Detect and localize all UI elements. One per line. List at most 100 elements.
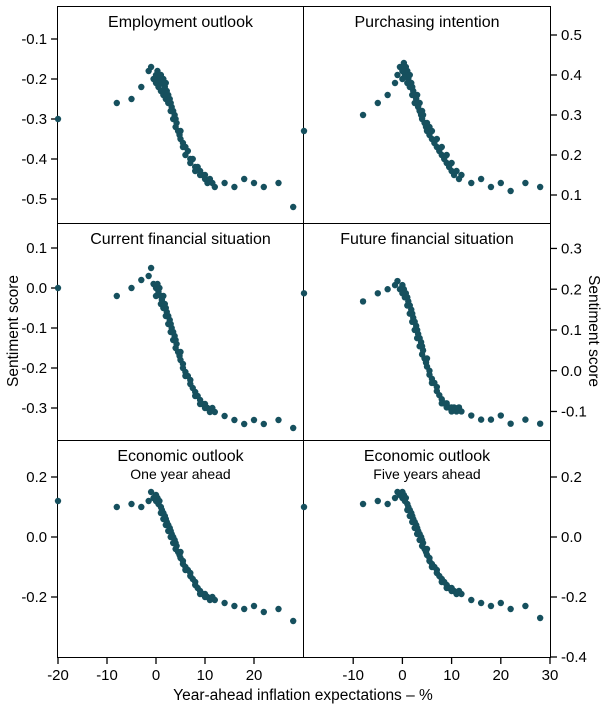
data-point [241,420,248,428]
y-axis-title-right: Sentiment score [585,275,602,387]
panel-current-financial-situation: 0.1 0.0 -0.1 -0.2 -0.3 Current financial sit… [21,224,304,441]
data-point [138,83,145,91]
scatter-plot-employment-outlook: -0.1 -0.2 -0.3 -0.4 -0.5 [21,31,297,211]
data-point [497,599,504,607]
y-tick-label: 0.3 [561,241,582,258]
data-point [147,264,155,272]
x-tick-label: 10 [443,667,460,684]
data-point [359,500,367,508]
data-point [522,602,529,610]
y-tick-label: -0.2 [21,589,47,606]
data-point [241,175,248,183]
data-point [497,179,504,187]
data-point [468,179,475,187]
data-point [384,286,391,293]
panel-future-financial-situation: 0.3 0.2 0.1 0.0 -0.1 Future financial situat… [300,224,587,441]
data-point [145,497,152,505]
data-point [394,277,401,285]
data-point [173,340,180,348]
data-point [250,416,258,424]
data-point [275,179,282,187]
data-point [221,412,228,420]
data-point [260,608,267,616]
data-point [184,147,192,155]
data-point [391,494,399,502]
data-point [128,500,135,508]
x-tick-label: 30 [542,667,559,684]
data-point [290,424,297,432]
x-tick-label: 0 [152,667,160,684]
y-tick-label: 0.5 [561,27,582,44]
data-point [536,420,544,427]
y-tick-label: -0.1 [21,320,47,337]
data-point [402,494,410,502]
data-point [423,355,431,362]
y-tick-label: 0.2 [561,147,582,164]
data-point [201,171,209,179]
data-point [507,605,514,613]
data-point [250,179,258,187]
data-point [260,420,267,428]
x-tick-label: 10 [197,667,214,684]
data-point [221,599,228,607]
y-tick-label: -0.1 [21,31,47,48]
data-point [211,408,218,416]
data-point [394,71,401,79]
data-point [438,143,445,151]
data-point [138,503,145,511]
data-point [231,416,238,424]
panel-grid: -0.1 -0.2 -0.3 -0.4 -0.5 Employment outlook … [21,6,587,684]
data-point [416,99,423,107]
y-tick-label: 0.0 [26,280,47,297]
data-point [250,602,258,610]
data-point [147,63,155,71]
data-point [54,497,62,505]
data-point [147,488,155,496]
data-point [177,127,184,135]
data-point [433,135,441,143]
scatter-plot-purchasing-intention: 0.5 0.4 0.3 0.2 0.1 [300,27,582,204]
data-point [522,416,529,423]
data-point [54,284,62,292]
data-point [384,500,391,508]
y-tick-label: -0.2 [21,71,47,88]
data-point [221,179,228,187]
y-tick-label: 0.1 [561,322,582,339]
y-axis-title-left: Sentiment score [5,275,22,387]
data-point [419,111,427,119]
x-tick-label: -10 [342,667,364,684]
data-point [231,183,238,191]
y-tick-label: 0.3 [561,107,582,124]
data-point [433,566,441,574]
y-tick-label: 0.1 [561,187,582,204]
data-point [156,497,163,505]
data-point [290,203,297,211]
data-point [177,348,184,356]
y-tick-label: 0.2 [26,469,47,486]
data-point [113,503,120,511]
data-point [448,159,455,167]
data-point [128,284,135,292]
data-point [468,412,475,419]
panel-employment-outlook: -0.1 -0.2 -0.3 -0.4 -0.5 Employment outlook [21,7,304,224]
y-tick-label: 0.4 [561,67,582,84]
data-point [374,99,381,107]
y-tick-label: -0.3 [21,400,47,417]
data-point [160,292,167,300]
x-tick-label: -10 [96,667,118,684]
data-point [113,99,120,107]
y-tick-label: 0.0 [561,363,582,380]
data-point [453,167,460,175]
y-tick-label: 0.0 [26,529,47,546]
scatter-plot-economic-outlook-five-years: 0.2 0.0 -0.2 -0.4 -10 0 10 20 30 [300,469,587,684]
data-point [419,347,427,354]
data-point [187,376,194,384]
data-point [497,412,504,419]
x-tick-label: 20 [492,667,509,684]
data-point [458,408,465,415]
data-point [300,290,308,297]
y-tick-label: -0.4 [561,649,587,666]
data-point [359,298,367,305]
data-point [477,599,485,607]
